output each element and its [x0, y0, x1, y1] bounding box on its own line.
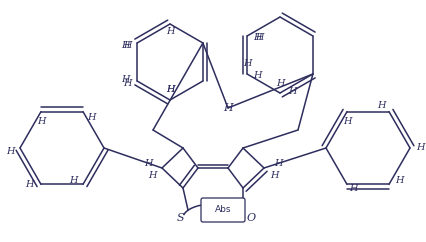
Text: H: H	[6, 148, 14, 157]
Text: H: H	[349, 184, 357, 193]
Text: H: H	[274, 159, 282, 168]
Text: H: H	[25, 180, 33, 189]
Text: H: H	[243, 60, 251, 68]
Text: H: H	[166, 85, 174, 94]
Text: H: H	[166, 28, 174, 37]
Text: H: H	[123, 40, 131, 50]
Text: H: H	[144, 159, 152, 168]
Text: H: H	[123, 78, 131, 88]
Text: H: H	[223, 103, 233, 113]
Text: H: H	[276, 78, 284, 88]
Text: H: H	[121, 75, 130, 83]
Text: H: H	[253, 71, 261, 81]
Text: H: H	[148, 172, 156, 181]
Text: H: H	[343, 117, 351, 126]
Text: H: H	[288, 86, 296, 96]
Text: H: H	[395, 176, 403, 185]
Text: H: H	[416, 144, 424, 152]
FancyBboxPatch shape	[201, 198, 245, 222]
Text: O: O	[246, 213, 256, 223]
Text: H: H	[270, 172, 278, 181]
Text: S: S	[176, 213, 184, 223]
Text: Abs: Abs	[215, 205, 231, 214]
Text: H: H	[377, 101, 385, 110]
Text: H: H	[87, 113, 95, 122]
Text: H: H	[253, 33, 261, 43]
Text: H: H	[255, 33, 263, 43]
Text: H: H	[166, 85, 174, 94]
Text: H: H	[69, 176, 77, 185]
Text: H: H	[121, 40, 130, 50]
Text: H: H	[37, 117, 45, 126]
